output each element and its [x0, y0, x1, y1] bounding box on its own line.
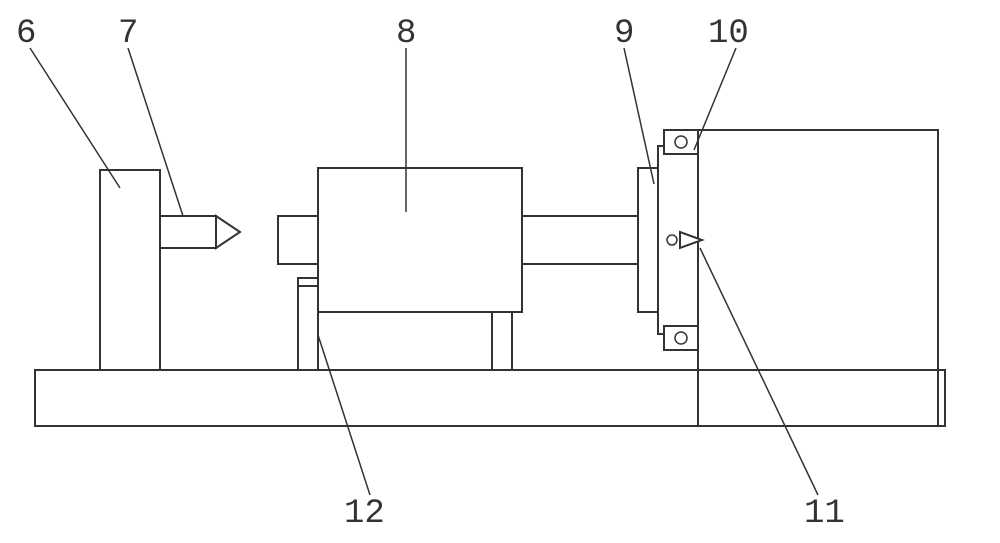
- workpiece-body: [318, 168, 522, 312]
- callout-label-12: 12: [344, 495, 385, 533]
- chuck-top-bolt: [675, 136, 687, 148]
- technical-diagram: 6 7 8 9 10 11 12: [0, 0, 1000, 543]
- headstock-base: [698, 370, 938, 426]
- chuck-faceplate: [638, 168, 658, 312]
- leader-line-3: [624, 48, 654, 184]
- chuck-bot-bolt: [675, 332, 687, 344]
- callout-label-8: 8: [396, 15, 416, 53]
- workpiece-right-stub: [522, 216, 638, 264]
- tailstock-tip: [216, 216, 240, 248]
- callout-label-11: 11: [804, 495, 845, 533]
- support-left-leg: [298, 278, 318, 370]
- headstock-body: [698, 130, 938, 370]
- callout-label-9: 9: [614, 15, 634, 53]
- tailstock-spindle: [160, 216, 216, 248]
- callout-label-6: 6: [16, 15, 36, 53]
- callout-label-10: 10: [708, 15, 749, 53]
- tailstock-body: [100, 170, 160, 370]
- callout-label-7: 7: [118, 15, 138, 53]
- workpiece-left-stub: [278, 216, 318, 264]
- leader-line-0: [30, 48, 120, 188]
